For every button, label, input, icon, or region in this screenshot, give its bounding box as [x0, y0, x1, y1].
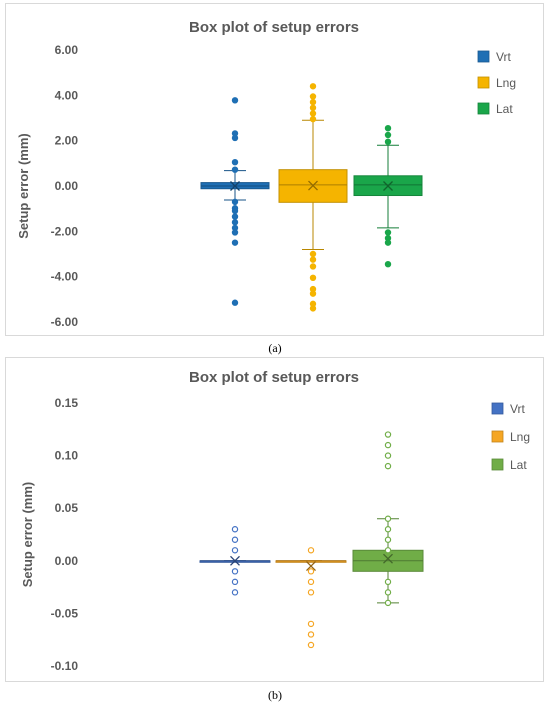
- outlier-point: [384, 589, 392, 596]
- y-tick-label: 0.00: [55, 179, 79, 193]
- outlier-point: [309, 305, 317, 312]
- outlier-point: [384, 124, 392, 132]
- outlier-point: [231, 158, 239, 166]
- outlier-point: [231, 198, 239, 206]
- outlier-point: [309, 98, 317, 106]
- outlier-point: [384, 138, 392, 145]
- y-tick-label: -0.05: [51, 606, 79, 620]
- outlier-point: [231, 299, 239, 306]
- outlier-point: [309, 256, 317, 263]
- y-tick-label: 0.10: [55, 449, 79, 463]
- mean-marker: [383, 181, 393, 191]
- y-tick-label: 0.15: [55, 396, 79, 410]
- outlier-point: [384, 261, 392, 268]
- outlier-point: [384, 599, 392, 607]
- legend-swatch-vrt: [477, 50, 490, 63]
- outlier-point: [307, 589, 315, 596]
- y-tick-label: -6.00: [51, 315, 79, 329]
- chart-title: Box plot of setup errors: [189, 19, 359, 36]
- outlier-point: [384, 547, 392, 554]
- outlier-point: [384, 462, 392, 470]
- y-tick-label: -0.10: [51, 659, 79, 673]
- outlier-point: [231, 536, 239, 543]
- legend-label: Lng: [510, 430, 530, 444]
- outlier-point: [309, 83, 317, 90]
- outlier-point: [309, 93, 317, 100]
- mean-marker: [306, 561, 316, 572]
- y-tick-label: -2.00: [51, 224, 79, 238]
- outlier-point: [309, 115, 317, 123]
- outlier-point: [384, 452, 392, 459]
- legend-label: Lng: [496, 76, 516, 90]
- outlier-point: [384, 536, 392, 543]
- mean-marker: [383, 553, 393, 564]
- y-tick-label: 4.00: [55, 88, 79, 102]
- outlier-point: [231, 589, 239, 596]
- legend-swatch-lat: [491, 458, 504, 471]
- outlier-point: [384, 229, 392, 236]
- outlier-point: [231, 229, 239, 236]
- legend-label: Vrt: [496, 50, 512, 64]
- outlier-point: [309, 274, 317, 281]
- outlier-point: [384, 441, 392, 449]
- outlier-point: [307, 620, 315, 628]
- outlier-point: [231, 568, 239, 575]
- box-plot-b: Box plot of setup errors 0.15 0.10 0.05 0.00…: [20, 369, 530, 673]
- chart-panel-b: Box plot of setup errors 0.15 0.10 0.05 0.00…: [5, 357, 544, 682]
- outlier-point: [231, 134, 239, 142]
- y-tick-label: -4.00: [51, 270, 79, 284]
- chart-panel-a: Box plot of setup errors 6.00 4.00 2.00 0.00…: [5, 3, 544, 336]
- outlier-point: [307, 547, 315, 554]
- outlier-point: [231, 547, 239, 554]
- legend-label: Lat: [510, 458, 527, 472]
- box-plot-a: Box plot of setup errors 6.00 4.00 2.00 0.00…: [16, 19, 516, 329]
- mean-marker: [230, 181, 240, 191]
- outlier-point: [231, 213, 239, 220]
- y-tick-label: 2.00: [55, 134, 79, 148]
- figure-caption-b: (b): [268, 688, 282, 702]
- outlier-point: [231, 166, 239, 173]
- legend-label: Vrt: [510, 402, 526, 416]
- y-axis-label: Setup error (mm): [20, 482, 35, 587]
- outlier-point: [307, 578, 315, 586]
- outlier-point: [384, 131, 392, 139]
- outlier-point: [309, 290, 317, 297]
- legend-swatch-vrt: [491, 402, 504, 415]
- figure-caption-a: (a): [268, 341, 282, 355]
- outlier-point: [384, 578, 392, 586]
- outlier-point: [384, 431, 392, 438]
- outlier-point: [231, 219, 239, 226]
- outlier-point: [309, 263, 317, 270]
- chart-title: Box plot of setup errors: [189, 369, 359, 386]
- y-axis-label: Setup error (mm): [16, 133, 31, 238]
- legend-swatch-lat: [477, 102, 490, 115]
- outlier-point: [307, 568, 315, 575]
- mean-marker: [308, 180, 318, 191]
- outlier-point: [231, 526, 239, 533]
- outlier-point: [231, 97, 239, 104]
- outlier-point: [384, 515, 392, 522]
- legend-swatch-lng: [491, 430, 504, 443]
- outlier-point: [309, 104, 317, 112]
- y-tick-label: 0.05: [55, 501, 79, 515]
- y-tick-label: 0.00: [55, 554, 79, 568]
- outlier-point: [309, 250, 317, 258]
- outlier-point: [384, 526, 392, 533]
- legend-label: Lat: [496, 102, 513, 116]
- outlier-point: [231, 578, 239, 586]
- outlier-point: [231, 207, 239, 215]
- y-tick-label: 6.00: [55, 43, 79, 57]
- mean-marker: [230, 555, 240, 566]
- outlier-point: [231, 239, 239, 246]
- outlier-point: [307, 631, 315, 638]
- outlier-point: [307, 641, 315, 649]
- outlier-point: [384, 239, 392, 246]
- outlier-point: [309, 110, 317, 117]
- legend-swatch-lng: [477, 76, 490, 89]
